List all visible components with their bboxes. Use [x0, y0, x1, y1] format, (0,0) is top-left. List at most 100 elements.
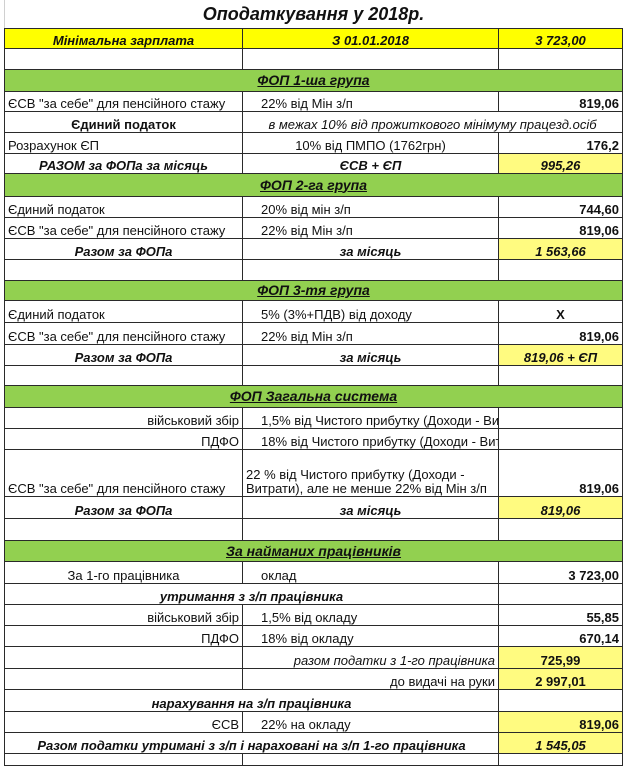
cell[interactable]: 819,06 — [498, 216, 623, 239]
cell[interactable]: 22% від Мін з/п — [242, 90, 499, 112]
cell[interactable]: 725,99 — [498, 645, 623, 669]
table-row: Єдиний податок 5% (3%+ПДВ) від доходу Х — [4, 299, 623, 323]
cell[interactable] — [498, 427, 623, 450]
cell[interactable]: військовий збір — [4, 603, 243, 626]
cell[interactable] — [498, 406, 623, 429]
grand-total-row: Разом податки утримані з з/п і нарахован… — [4, 731, 623, 754]
table-row: ПДФО 18% від Чистого прибутку (Доходи - В… — [4, 427, 623, 450]
cell[interactable] — [498, 752, 623, 766]
cell[interactable]: Єдиний податок — [4, 195, 243, 218]
cell[interactable]: 5% (3%+ПДВ) від доходу — [242, 299, 499, 323]
table-row: військовий збір 1,5% від Чистого прибутку… — [4, 406, 623, 429]
cell[interactable]: ЄСВ + ЄП — [242, 152, 499, 174]
cell[interactable] — [498, 364, 623, 386]
cell[interactable] — [498, 688, 623, 712]
cell[interactable] — [242, 258, 499, 281]
cell[interactable]: За найманих працівників — [4, 539, 623, 562]
cell[interactable]: 744,60 — [498, 195, 623, 218]
cell[interactable] — [4, 752, 243, 766]
cell[interactable]: 819,06 — [498, 448, 623, 497]
cell[interactable]: 3 723,00 — [498, 560, 623, 584]
cell[interactable]: разом податки з 1-го працівника — [242, 645, 499, 669]
table-row: ЄСВ 22% на окладу 819,06 — [4, 710, 623, 733]
cell[interactable]: Разом за ФОПа — [4, 237, 243, 260]
cell[interactable]: З 01.01.2018 — [242, 27, 499, 49]
cell[interactable]: ЄСВ "за себе" для пенсійного стажу — [4, 321, 243, 345]
cell[interactable]: 18% від окладу — [242, 624, 499, 647]
cell[interactable]: 22% на окладу — [242, 710, 499, 733]
cell[interactable] — [4, 667, 243, 690]
cell[interactable]: в межах 10% від прожиткового мінімуму пр… — [242, 110, 623, 133]
cell[interactable]: 819,06 + ЄП — [498, 343, 623, 366]
cell[interactable]: за місяць — [242, 343, 499, 366]
cell[interactable] — [498, 258, 623, 281]
cell[interactable]: За 1-го працівника — [4, 560, 243, 584]
cell[interactable]: ФОП Загальна система — [4, 384, 623, 408]
cell[interactable]: ЄСВ — [4, 710, 243, 733]
cell[interactable]: ФОП 1-ша група — [4, 68, 623, 92]
cell[interactable]: 2 997,01 — [498, 667, 623, 690]
cell[interactable] — [498, 47, 623, 70]
cell[interactable]: утримання з з/п працівника — [4, 582, 499, 605]
cell[interactable]: ФОП 3-тя група — [4, 279, 623, 301]
cell[interactable] — [242, 47, 499, 70]
cell[interactable] — [242, 752, 499, 766]
cell[interactable] — [242, 517, 499, 541]
cell[interactable]: ЄСВ "за себе" для пенсійного стажу — [4, 216, 243, 239]
cell[interactable]: до видачі на руки — [242, 667, 499, 690]
cell[interactable] — [4, 258, 243, 281]
table-row: Єдиний податок в межах 10% від прожитково… — [4, 110, 623, 133]
cell[interactable]: 22% від Мін з/п — [242, 321, 499, 345]
cell[interactable]: Єдиний податок — [4, 299, 243, 323]
cell[interactable]: 819,06 — [498, 495, 623, 519]
cell[interactable]: 10% від ПМПО (1762грн) — [242, 131, 499, 154]
cell[interactable]: Єдиний податок — [4, 110, 243, 133]
cell[interactable]: за місяць — [242, 495, 499, 519]
empty-row — [4, 752, 623, 766]
table-row: ПДФО 18% від окладу 670,14 — [4, 624, 623, 647]
cell[interactable]: Разом за ФОПа — [4, 343, 243, 366]
cell[interactable]: Мінімальна зарплата — [4, 27, 243, 49]
cell[interactable]: 819,06 — [498, 90, 623, 112]
cell[interactable]: 1 563,66 — [498, 237, 623, 260]
total-row: Разом за ФОПа за місяць 819,06 — [4, 495, 623, 519]
cell[interactable]: 3 723,00 — [498, 27, 623, 49]
cell[interactable]: 1,5% від Чистого прибутку (Доходи - Витр… — [242, 406, 499, 429]
cell[interactable]: 20% від мін з/п — [242, 195, 499, 218]
cell[interactable] — [498, 517, 623, 541]
cell[interactable]: за місяць — [242, 237, 499, 260]
cell[interactable]: ПДФО — [4, 624, 243, 647]
cell[interactable]: 670,14 — [498, 624, 623, 647]
cell[interactable]: нарахування на з/п працівника — [4, 688, 499, 712]
cell[interactable]: ФОП 2-га група — [4, 172, 623, 197]
cell[interactable]: Х — [498, 299, 623, 323]
cell[interactable]: Оподаткування у 2018р. — [4, 0, 623, 29]
cell[interactable]: ЄСВ "за себе" для пенсійного стажу — [4, 90, 243, 112]
cell[interactable]: ЄСВ "за себе" для пенсійного стажу — [4, 448, 243, 497]
cell[interactable]: 995,26 — [498, 152, 623, 174]
cell[interactable]: 819,06 — [498, 710, 623, 733]
cell[interactable]: 1,5% від окладу — [242, 603, 499, 626]
cell[interactable]: Разом податки утримані з з/п і нарахован… — [4, 731, 499, 754]
cell[interactable]: Разом за ФОПа — [4, 495, 243, 519]
cell[interactable]: 819,06 — [498, 321, 623, 345]
cell[interactable]: 1 545,05 — [498, 731, 623, 754]
cell[interactable]: Розрахунок ЄП — [4, 131, 243, 154]
cell[interactable]: оклад — [242, 560, 499, 584]
cell[interactable]: 22 % від Чистого прибутку (Доходи - Витр… — [242, 448, 499, 497]
section-header: ФОП Загальна система — [4, 384, 623, 408]
cell[interactable] — [4, 517, 243, 541]
cell[interactable]: 22% від Мін з/п — [242, 216, 499, 239]
cell[interactable]: ПДФО — [4, 427, 243, 450]
cell[interactable] — [4, 364, 243, 386]
cell[interactable] — [242, 364, 499, 386]
total-row: РАЗОМ за ФОПа за місяць ЄСВ + ЄП 995,26 — [4, 152, 623, 174]
cell[interactable]: 176,2 — [498, 131, 623, 154]
cell[interactable] — [498, 582, 623, 605]
cell[interactable]: РАЗОМ за ФОПа за місяць — [4, 152, 243, 174]
cell[interactable] — [4, 47, 243, 70]
cell[interactable]: 18% від Чистого прибутку (Доходи - Витра… — [242, 427, 499, 450]
cell[interactable]: військовий збір — [4, 406, 243, 429]
cell[interactable] — [4, 645, 243, 669]
cell[interactable]: 55,85 — [498, 603, 623, 626]
